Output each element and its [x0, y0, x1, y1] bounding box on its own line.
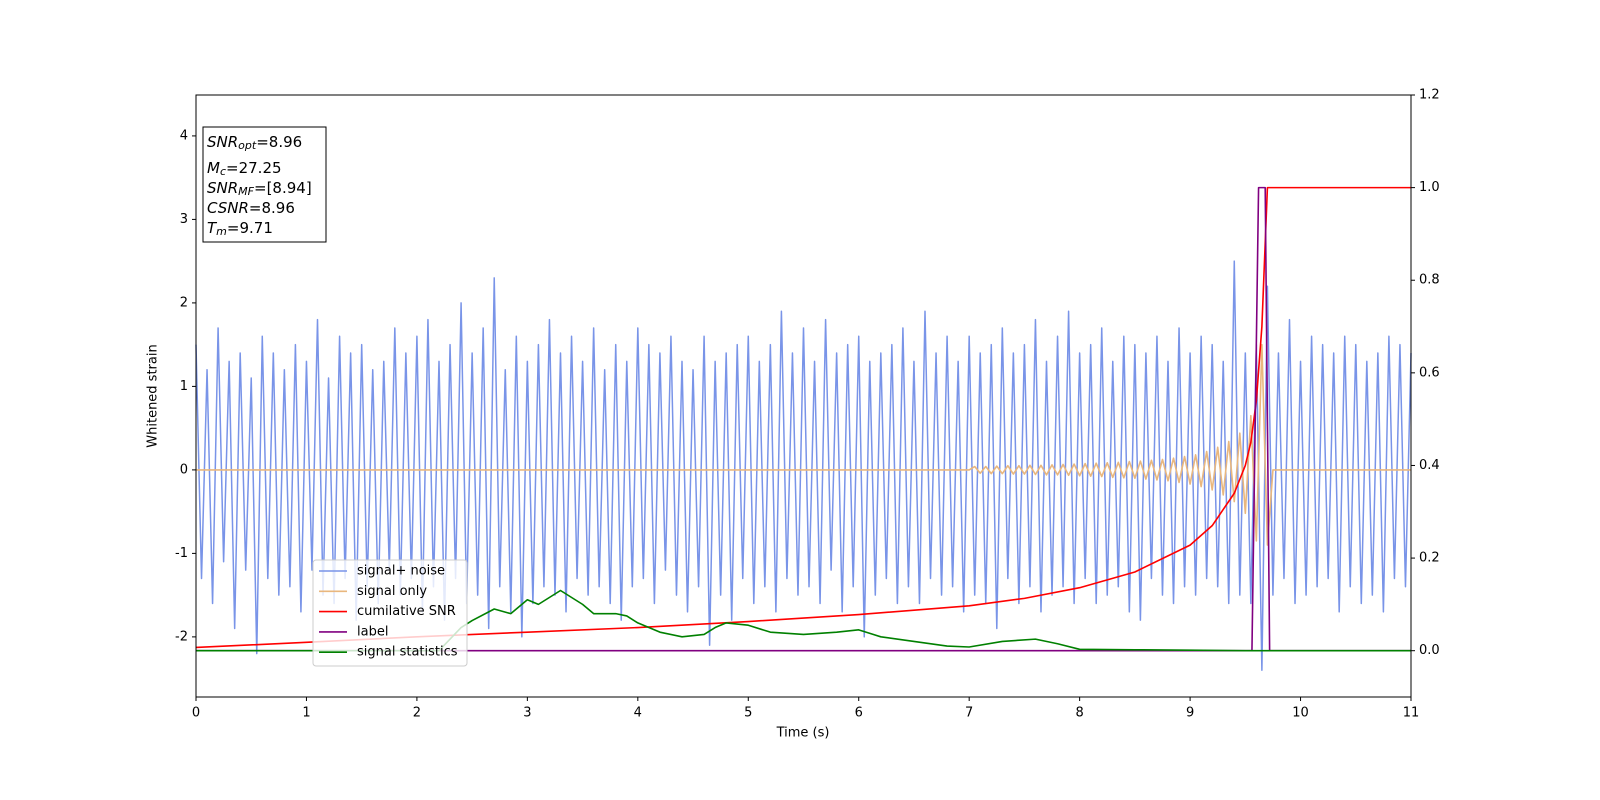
series-line	[196, 589, 1411, 652]
annotation-text: CSNR=8.96	[207, 199, 295, 217]
y2-tick-label: 0.6	[1419, 365, 1440, 380]
legend-label: cumilative SNR	[357, 604, 456, 619]
annotation-subscript: c	[220, 165, 226, 178]
annotation-text: SNRopt=8.96	[207, 133, 302, 153]
annotation-symbol: SNR	[207, 133, 238, 151]
annotation-text: SNRMF=[8.94]	[207, 179, 312, 199]
annotation-box: SNRopt=8.96Mc=27.25SNRMF=[8.94]CSNR=8.96…	[202, 126, 327, 243]
annotation-value: =27.25	[226, 159, 282, 177]
x-tick-label: 9	[1186, 706, 1194, 721]
annotation-text: Mc=27.25	[207, 159, 282, 179]
annotation-text: Tm=9.71	[207, 219, 273, 239]
y2-tick-label: 0.0	[1419, 643, 1440, 658]
y2-tick-label: 1.2	[1419, 88, 1440, 103]
x-tick-label: 8	[1075, 706, 1083, 721]
x-tick-label: 7	[965, 706, 973, 721]
annotation-value: =[8.94]	[254, 179, 312, 197]
x-tick-label: 2	[413, 706, 421, 721]
annotation-symbol: CSNR	[207, 199, 249, 217]
y2-tick-label: 0.2	[1419, 551, 1440, 566]
annotation-symbol: T	[207, 219, 218, 237]
y2-tick-label: 0.8	[1419, 273, 1440, 288]
y-tick-label: -2	[175, 629, 188, 644]
legend-frame	[312, 559, 468, 667]
annotation-frame	[202, 126, 327, 243]
annotation-subscript: MF	[238, 185, 254, 198]
y2-tick-label: 1.0	[1419, 180, 1440, 195]
y-tick-label: 2	[180, 295, 188, 310]
x-axis-label: Time (s)	[776, 726, 830, 741]
legend-label: label	[357, 624, 388, 639]
annotation-value: =8.96	[256, 133, 302, 151]
y-tick-label: -1	[175, 546, 188, 561]
plot-frame	[195, 94, 1412, 698]
y-tick-label: 0	[180, 462, 188, 477]
legend: signal+ noise signal only cumilative SNR la…	[312, 559, 468, 667]
x-tick-label: 4	[634, 706, 642, 721]
x-tick-label: 5	[744, 706, 752, 721]
annotation-subscript: m	[216, 225, 227, 238]
x-tick-label: 0	[192, 706, 200, 721]
annotation-value: =9.71	[227, 219, 273, 237]
series-line	[196, 343, 1411, 546]
annotation-symbol: SNR	[207, 179, 238, 197]
y2-tick-label: 0.4	[1419, 458, 1440, 473]
x-tick-label: 3	[523, 706, 531, 721]
annotation-symbol: M	[207, 159, 220, 177]
series-line	[195, 260, 1412, 672]
y-tick-label: 4	[180, 128, 188, 143]
legend-label: signal only	[357, 584, 427, 599]
annotation-subscript: opt	[238, 139, 257, 152]
x-tick-label: 6	[855, 706, 863, 721]
y-tick-label: 1	[180, 379, 188, 394]
plot-lines	[195, 186, 1412, 672]
y-axis-label: Whitened strain	[146, 344, 161, 447]
legend-label: signal statistics	[357, 645, 458, 660]
x-tick-label: 1	[302, 706, 310, 721]
legend-label: signal+ noise	[357, 564, 445, 579]
y-tick-label: 3	[180, 212, 188, 227]
annotation-value: =8.96	[249, 199, 295, 217]
x-tick-label: 11	[1403, 706, 1420, 721]
x-tick-label: 10	[1292, 706, 1309, 721]
